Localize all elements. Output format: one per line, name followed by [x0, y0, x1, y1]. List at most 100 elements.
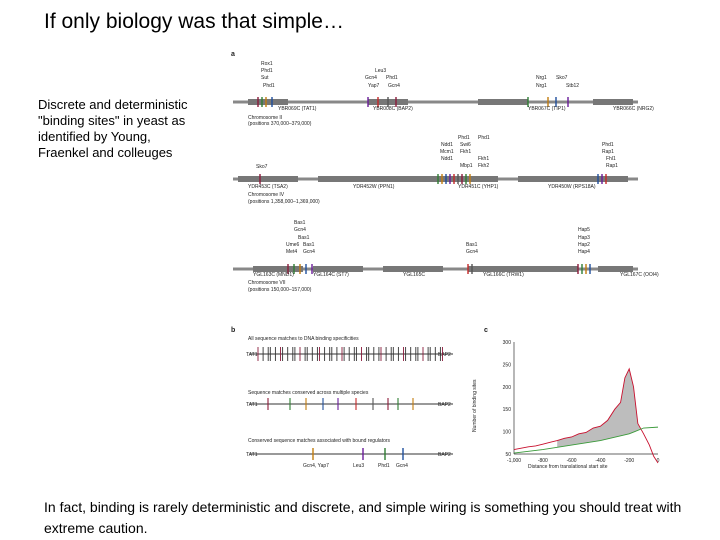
chr2-positions: (positions 370,000–379,000) [248, 121, 312, 127]
chr7-factor-8: Bas1 [466, 242, 478, 248]
panel-b-row3-title: Conserved sequence matches associated wi… [248, 438, 391, 444]
panel-b-bottom-label-2: Leu3 [353, 463, 364, 469]
chr4-gene-1: YDR453C (TSA2) [248, 184, 288, 190]
chr7-gene-4: YGL166C (TRW1) [483, 272, 524, 278]
panel-c-xtick: 0 [657, 458, 660, 464]
panel-b-row2-title: Sequence matches conserved across multip… [248, 390, 369, 396]
panel-c-series-line [513, 367, 659, 464]
chr2-gene-4: YBR066C (NRG2) [613, 106, 654, 112]
panel-c-xtick: -200 [624, 458, 634, 464]
panel-b-row1-title: All sequence matches to DNA binding spec… [248, 336, 359, 342]
slide-description: Discrete and deterministic "binding site… [38, 97, 188, 160]
chr4-factor-8: Ndd1 [441, 156, 453, 162]
binding-sites-figure: a YBR069C (TAT1) YBR008C (BAP2) YBR067C … [231, 51, 660, 470]
chr2-gene-2: YBR008C (BAP2) [373, 106, 413, 112]
chr7-factor-12: Hap2 [578, 242, 590, 248]
chr2-factor-3: Sut [261, 75, 269, 81]
panel-c-xtick: -1,000 [507, 458, 521, 464]
panel-b-row1-left: TAT1 [246, 352, 258, 358]
panel-c-xlabel: Distance from translational start site [528, 464, 608, 470]
panel-c-label: c [484, 327, 488, 334]
chr2-factor-4: Phd1 [263, 83, 275, 89]
chr4-factor-5: Swi6 [460, 142, 471, 148]
chr2-factor-7: Phd1 [386, 75, 398, 81]
panel-c-series-line [513, 426, 659, 454]
chr2-name: Chromosome II [248, 115, 282, 121]
chr4-track: YDR453C (TSA2) YDR452W (PPN1) YDR451C (Y… [233, 135, 638, 205]
chr4-factor-11: Fkh2 [478, 163, 489, 169]
chr4-gene-3: YDR451C (YHP1) [458, 184, 499, 190]
panel-c-ytick: 150 [503, 407, 512, 413]
chr7-factor-3: Bas1 [298, 235, 310, 241]
chr7-gene-3: YGL165C [403, 272, 425, 278]
chr4-factor-3: Phd1 [478, 135, 490, 141]
panel-b-row2-right: BAP2 [438, 402, 451, 408]
chr2-factor-6: Gcn4 [365, 75, 377, 81]
chr7-factor-13: Hap4 [578, 249, 590, 255]
chr2-factor-12: Nrg1 [536, 83, 547, 89]
panel-b-bottom-label-1: Gcn4, Yap7 [303, 463, 329, 469]
chr7-track: YGL163C (MND1) YGL164C (ST7) YGL165C YGL… [233, 220, 659, 293]
panel-b-bottom-label-3: Phd1 [378, 463, 390, 469]
panel-a-label: a [231, 51, 235, 58]
slide-title: If only biology was that simple… [44, 10, 344, 33]
chr4-gene-4: YDR450W (RPS18A) [548, 184, 596, 190]
chr4-factor-4: Ndd1 [441, 142, 453, 148]
chr7-gene-1: YGL163C (MND1) [253, 272, 294, 278]
panel-c-ylabel: Number of binding sites [472, 379, 478, 432]
chr4-factor-2: Phd1 [458, 135, 470, 141]
chr7-name: Chromosome VII [248, 280, 286, 286]
chr7-factor-9: Gcn4 [466, 249, 478, 255]
chr7-factor-10: Hap5 [578, 227, 590, 233]
chr4-factor-13: Rap1 [602, 149, 614, 155]
chr7-positions: (positions 150,000–157,000) [248, 287, 312, 293]
panel-b-row3-right: BAP2 [438, 452, 451, 458]
panel-c-ytick: 250 [503, 362, 512, 368]
chr4-factor-10: Mbp1 [460, 163, 473, 169]
panel-c-ytick: 100 [503, 430, 512, 436]
chr4-factor-7: Fkh1 [460, 149, 471, 155]
chr2-factor-13: Stb12 [566, 83, 579, 89]
chr2-factor-10: Nrg1 [536, 75, 547, 81]
chr4-positions: (positions 1,358,000–1,369,000) [248, 199, 320, 205]
panel-c-xtick: -400 [595, 458, 605, 464]
chr2-factor-2: Phd1 [261, 68, 273, 74]
panel-b-row1-right: BAP2 [438, 352, 451, 358]
panel-c-xtick: -600 [567, 458, 577, 464]
panel-c-ytick: 50 [505, 452, 511, 458]
panel-b-bottom-label-4: Gcn4 [396, 463, 408, 469]
chr7-gene-2: YGL164C (ST7) [313, 272, 349, 278]
panel-c-xtick: -800 [538, 458, 548, 464]
chr2-factor-11: Sko7 [556, 75, 568, 81]
panel-c-chart: 300 250 200 150 100 50 -1,000 -800 -600 -400 -200… [472, 340, 660, 470]
chr2-factor-5: Leu3 [375, 68, 386, 74]
panel-b-row2-left: TAT1 [246, 402, 258, 408]
chr4-factor-1: Sko7 [256, 164, 268, 170]
chr4-gene-2: YDR452W (PPN1) [353, 184, 395, 190]
chr7-factor-5: Bas1 [303, 242, 315, 248]
chr2-factor-1: Rox1 [261, 61, 273, 67]
chr7-factor-2: Gcn4 [294, 227, 306, 233]
chr4-factor-14: Fhl1 [606, 156, 616, 162]
panel-c-ytick: 300 [503, 340, 512, 346]
panel-c-ytick: 200 [503, 385, 512, 391]
chr4-factor-6: Mcm1 [440, 149, 454, 155]
chr4-name: Chromosome IV [248, 192, 285, 198]
chr2-factor-8: Yap7 [368, 83, 380, 89]
slide-footer: In fact, binding is rarely deterministic… [44, 499, 682, 536]
chr7-factor-1: Bas1 [294, 220, 306, 226]
chr4-factor-12: Phd1 [602, 142, 614, 148]
panel-b-label: b [231, 327, 235, 334]
chr7-factor-11: Hap3 [578, 235, 590, 241]
chr2-gene-1: YBR069C (TAT1) [278, 106, 317, 112]
chr2-gene-3: YBR067C (TIP1) [528, 106, 566, 112]
panel-b: All sequence matches to DNA binding spec… [246, 336, 453, 469]
chr2-factor-9: Gcn4 [388, 83, 400, 89]
chr7-factor-7: Gcn4 [303, 249, 315, 255]
chr7-factor-6: Met4 [286, 249, 297, 255]
chr4-factor-9: Fkh1 [478, 156, 489, 162]
chr7-gene-5: YGL167C (OOI4) [620, 272, 659, 278]
panel-b-row3-left: TAT1 [246, 452, 258, 458]
chr4-factor-15: Rap1 [606, 163, 618, 169]
chr7-factor-4: Ume6 [286, 242, 300, 248]
